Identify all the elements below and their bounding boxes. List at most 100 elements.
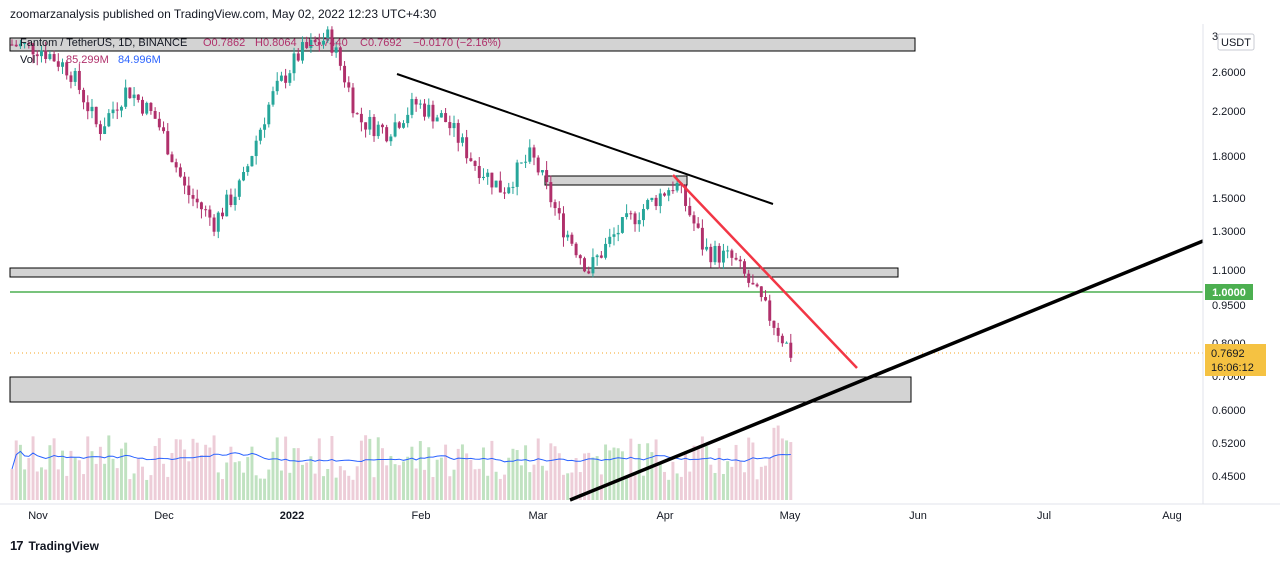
footer[interactable]: 17 TradingView: [10, 538, 99, 553]
descending-trendline-black[interactable]: [396, 73, 774, 205]
candle-body: [734, 257, 738, 260]
volume-bar: [570, 472, 574, 500]
candle-body: [296, 53, 300, 61]
last-price-label: 0.7692: [1211, 348, 1245, 360]
volume-bar: [380, 448, 384, 500]
volume-bar: [515, 450, 519, 500]
legend-volume-value: 85.299M: [66, 54, 109, 66]
volume-bar: [629, 438, 633, 500]
candle-body: [275, 80, 279, 92]
candle-body: [338, 47, 342, 66]
volume-bar: [393, 464, 397, 500]
candle-body: [23, 43, 27, 45]
volume-bar: [759, 466, 763, 500]
candle-body: [115, 109, 119, 111]
ascending-trendline-black[interactable]: [569, 239, 1204, 502]
candle-body: [77, 70, 81, 90]
candle-body: [44, 50, 48, 60]
time-tick-label: May: [780, 510, 801, 522]
currency-badge[interactable]: [1217, 33, 1255, 51]
candle-body: [157, 118, 161, 128]
candle-body: [557, 208, 561, 214]
candle-body: [48, 54, 52, 60]
volume-bar: [768, 458, 772, 500]
volume-bar: [439, 457, 443, 500]
volume-bar: [296, 448, 300, 500]
candle-body: [473, 161, 477, 166]
support-zone-low: [9, 376, 912, 403]
candle-body: [469, 158, 473, 162]
candle-body: [431, 104, 435, 122]
candle-body: [322, 40, 325, 45]
volume-bar: [663, 471, 666, 500]
candle-body: [397, 122, 401, 128]
candle-body: [132, 94, 136, 99]
volume-bar: [107, 435, 111, 500]
volume-bar: [170, 452, 174, 500]
volume-bar: [258, 478, 262, 500]
candle-body: [658, 193, 662, 207]
volume-bar: [271, 451, 275, 500]
candle-body: [233, 196, 237, 206]
candle-body: [284, 75, 288, 83]
volume-bar: [35, 471, 39, 500]
volume-bar: [208, 447, 212, 500]
candle-body: [195, 198, 199, 203]
candle-body: [376, 124, 380, 137]
volume-bar: [183, 449, 187, 500]
time-axis[interactable]: Nov Dec 2022 Feb Mar Apr May Jun Jul Aug: [28, 510, 1182, 522]
candle-body: [82, 89, 86, 103]
candle-body: [414, 99, 418, 105]
candle-body: [347, 82, 351, 88]
volume-bar: [322, 476, 325, 500]
candle-body: [35, 54, 39, 57]
volume-bar: [90, 451, 94, 500]
candle-body: [334, 47, 338, 53]
descending-trendline-red[interactable]: [672, 174, 858, 369]
volume-bar: [225, 462, 229, 500]
candle-body: [258, 129, 262, 141]
price-tick-label: 3: [1212, 31, 1218, 43]
volume-bar: [199, 455, 203, 500]
candle-body: [444, 113, 448, 123]
volume-bar: [250, 446, 254, 500]
volume-bar: [229, 446, 233, 500]
candle-body: [524, 161, 528, 163]
volume-bar: [566, 473, 570, 500]
candle-body: [427, 104, 431, 117]
volume-bar: [482, 447, 485, 500]
candle-body: [61, 62, 64, 67]
candle-body: [141, 99, 144, 114]
candle-body: [772, 320, 776, 328]
candle-body: [460, 137, 464, 143]
volume-bar: [195, 442, 199, 500]
candle-body: [263, 124, 267, 130]
volume-bar: [692, 445, 696, 500]
volume-bar: [44, 469, 48, 500]
candle-body: [654, 197, 658, 207]
volume-bar: [191, 438, 195, 500]
volume-bar: [111, 458, 115, 500]
candle-body: [511, 186, 515, 188]
volume-bar: [309, 456, 313, 500]
candle-body: [650, 197, 654, 201]
candlestick-chart[interactable]: Fantom / TetherUS, 1D, BINANCE O0.7862 H…: [0, 24, 1280, 536]
candle-body: [515, 162, 519, 187]
volume-bar: [738, 461, 742, 500]
level-label-bg: [1205, 284, 1253, 300]
volume-bar: [355, 466, 359, 500]
volume-bar: [212, 435, 216, 500]
candle-body: [254, 140, 258, 157]
price-tick-label: 0.5200: [1212, 438, 1246, 450]
candle-body: [246, 166, 250, 173]
volume-bar: [658, 464, 662, 500]
volume-bar: [486, 475, 490, 500]
candle-body: [490, 172, 494, 188]
volume-bar: [397, 465, 401, 500]
candle-body: [776, 327, 780, 336]
price-axis[interactable]: 3 2.6000 2.2000 1.8000 1.5000 1.3000 1.1000 0.9…: [1212, 31, 1246, 483]
candle-body: [52, 54, 56, 62]
volume-bar: [667, 479, 671, 500]
candle-body: [751, 282, 755, 285]
volume-bar: [452, 469, 456, 500]
